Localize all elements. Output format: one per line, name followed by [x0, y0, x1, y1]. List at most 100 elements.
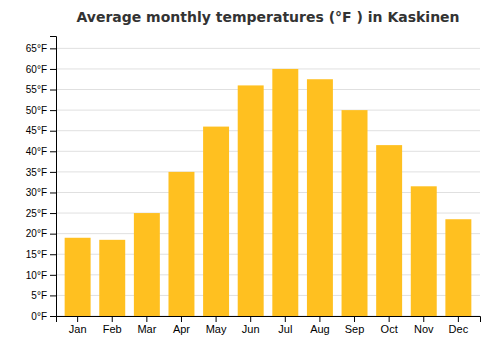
grid-line — [56, 68, 480, 69]
bar — [272, 69, 298, 316]
tick-mark — [216, 316, 217, 322]
tick-mark — [50, 192, 56, 193]
tick: 0°F — [31, 311, 56, 322]
bar — [134, 213, 160, 316]
tick-label: 5°F — [31, 290, 47, 301]
bar — [411, 186, 437, 316]
tick-mark — [50, 275, 56, 276]
tick-label: 0°F — [31, 311, 47, 322]
tick: Jun — [242, 316, 260, 335]
tick-mark — [50, 295, 56, 296]
tick: 65°F — [26, 43, 56, 54]
tick-mark — [50, 90, 56, 91]
title: Average monthly temperatures (°F ) in Ka… — [76, 9, 459, 25]
tick: Oct — [381, 316, 398, 335]
tick-mark — [458, 316, 459, 322]
chart: Jan Feb Mar Apr May Jun Jul Aug Sep Oct Nov Dec 0°F 5… — [0, 0, 500, 350]
tick: 50°F — [26, 105, 56, 116]
tick: 40°F — [26, 146, 56, 157]
tick-label: Nov — [414, 323, 434, 335]
tick-label: 40°F — [26, 146, 47, 157]
tick: Aug — [310, 316, 330, 335]
tick-mark — [50, 234, 56, 235]
tick-mark — [354, 316, 355, 322]
tick-label: 10°F — [26, 270, 47, 281]
tick: 45°F — [26, 125, 56, 136]
tick-label: 65°F — [26, 43, 47, 54]
tick-label: 15°F — [26, 249, 47, 260]
tick-mark — [50, 213, 56, 214]
tick-label: Jan — [69, 323, 87, 335]
tick-label: Apr — [173, 323, 190, 335]
tick-label: Feb — [103, 323, 122, 335]
bar — [65, 238, 91, 316]
tick-label: 30°F — [26, 187, 47, 198]
bar — [168, 172, 194, 316]
tick: Mar — [137, 316, 156, 335]
tick: 20°F — [26, 228, 56, 239]
tick: Apr — [173, 316, 190, 335]
grid-line — [56, 110, 480, 111]
tick: 10°F — [26, 270, 56, 281]
tick-label: Jul — [278, 323, 292, 335]
tick-mark — [77, 316, 78, 322]
tick: Dec — [449, 316, 469, 335]
tick-label: 55°F — [26, 84, 47, 95]
grid-line — [56, 171, 480, 172]
grid-line — [56, 89, 480, 90]
tick-label: Mar — [137, 323, 156, 335]
axis-line — [57, 317, 481, 323]
tick-label: 50°F — [26, 105, 47, 116]
tick-mark — [250, 316, 251, 322]
tick: 15°F — [26, 249, 56, 260]
tick-label: 60°F — [26, 64, 47, 75]
tick-mark — [50, 172, 56, 173]
tick-mark — [389, 316, 390, 322]
tick-mark — [146, 316, 147, 322]
tick-mark — [423, 316, 424, 322]
bar — [238, 85, 264, 316]
tick-mark — [50, 131, 56, 132]
tick-mark — [285, 316, 286, 322]
tick-label: Oct — [381, 323, 398, 335]
tick: 30°F — [26, 187, 56, 198]
bar — [203, 127, 229, 316]
tick-mark — [50, 316, 56, 317]
y-axis: 0°F 5°F 10°F 15°F 20°F 25°F 30°F 35°F 40°F 45°F 50… — [26, 37, 57, 322]
tick-mark — [319, 316, 320, 322]
tick: Jan — [69, 316, 87, 335]
tick: 5°F — [31, 290, 56, 301]
tick: Sep — [345, 316, 365, 335]
tick: Nov — [414, 316, 434, 335]
bar — [307, 79, 333, 316]
axis-line — [50, 37, 57, 317]
tick-label: 25°F — [26, 208, 47, 219]
tick-mark — [50, 110, 56, 111]
tick-label: Jun — [242, 323, 260, 335]
tick-mark — [50, 254, 56, 255]
tick-label: 20°F — [26, 228, 47, 239]
grid — [56, 48, 480, 316]
marks — [65, 69, 472, 316]
grid-line — [56, 130, 480, 131]
tick: 60°F — [26, 64, 56, 75]
tick-mark — [50, 151, 56, 152]
tick-label: Dec — [449, 323, 469, 335]
tick: 35°F — [26, 167, 56, 178]
bar — [376, 145, 402, 316]
bar — [342, 110, 368, 316]
bar — [445, 219, 471, 316]
tick-label: May — [206, 323, 227, 335]
tick-mark — [181, 316, 182, 322]
tick: Feb — [103, 316, 122, 335]
tick-label: Sep — [345, 323, 365, 335]
tick: Jul — [278, 316, 292, 335]
plot: Jan Feb Mar Apr May Jun Jul Aug Sep Oct Nov Dec 0°F 5… — [26, 37, 481, 335]
grid-line — [56, 48, 480, 49]
tick-mark — [50, 69, 56, 70]
bar — [99, 240, 125, 316]
tick: 25°F — [26, 208, 56, 219]
tick-mark — [112, 316, 113, 322]
x-axis: Jan Feb Mar Apr May Jun Jul Aug Sep Oct Nov Dec — [57, 316, 481, 335]
tick-label: 45°F — [26, 125, 47, 136]
